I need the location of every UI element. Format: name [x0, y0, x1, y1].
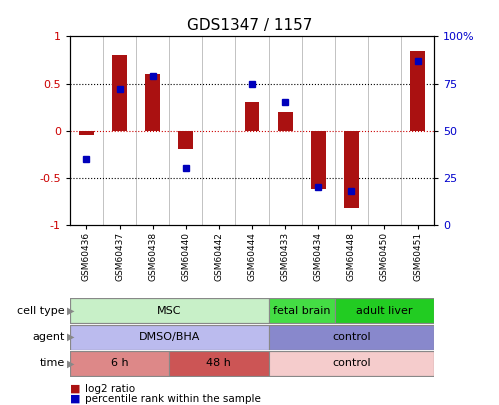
Text: log2 ratio: log2 ratio — [85, 384, 135, 394]
Bar — [245, 102, 259, 130]
Bar — [178, 130, 193, 149]
Bar — [169, 351, 268, 376]
Text: fetal brain: fetal brain — [273, 306, 330, 316]
Bar — [335, 298, 434, 324]
Text: MSC: MSC — [157, 306, 182, 316]
Text: control: control — [332, 332, 371, 342]
Text: ▶: ▶ — [67, 306, 75, 316]
Text: DMSO/BHA: DMSO/BHA — [139, 332, 200, 342]
Bar — [277, 112, 292, 130]
Text: time: time — [39, 358, 65, 369]
Bar — [268, 351, 434, 376]
Bar — [344, 130, 359, 208]
Text: control: control — [332, 358, 371, 369]
Bar — [268, 324, 434, 350]
Text: 6 h: 6 h — [111, 358, 128, 369]
Bar — [268, 298, 335, 324]
Bar — [79, 130, 94, 135]
Text: cell type: cell type — [17, 306, 65, 316]
Text: ■: ■ — [70, 384, 80, 394]
Bar — [311, 130, 326, 189]
Text: 48 h: 48 h — [207, 358, 232, 369]
Bar — [145, 74, 160, 130]
Bar — [410, 51, 425, 130]
Bar — [70, 351, 169, 376]
Text: ■: ■ — [70, 394, 80, 404]
Text: agent: agent — [32, 332, 65, 342]
Text: ▶: ▶ — [67, 332, 75, 342]
Bar — [112, 55, 127, 130]
Bar — [70, 298, 268, 324]
Text: percentile rank within the sample: percentile rank within the sample — [85, 394, 260, 404]
Text: ▶: ▶ — [67, 358, 75, 369]
Bar — [70, 324, 268, 350]
Text: adult liver: adult liver — [356, 306, 413, 316]
Text: GDS1347 / 1157: GDS1347 / 1157 — [187, 18, 312, 33]
